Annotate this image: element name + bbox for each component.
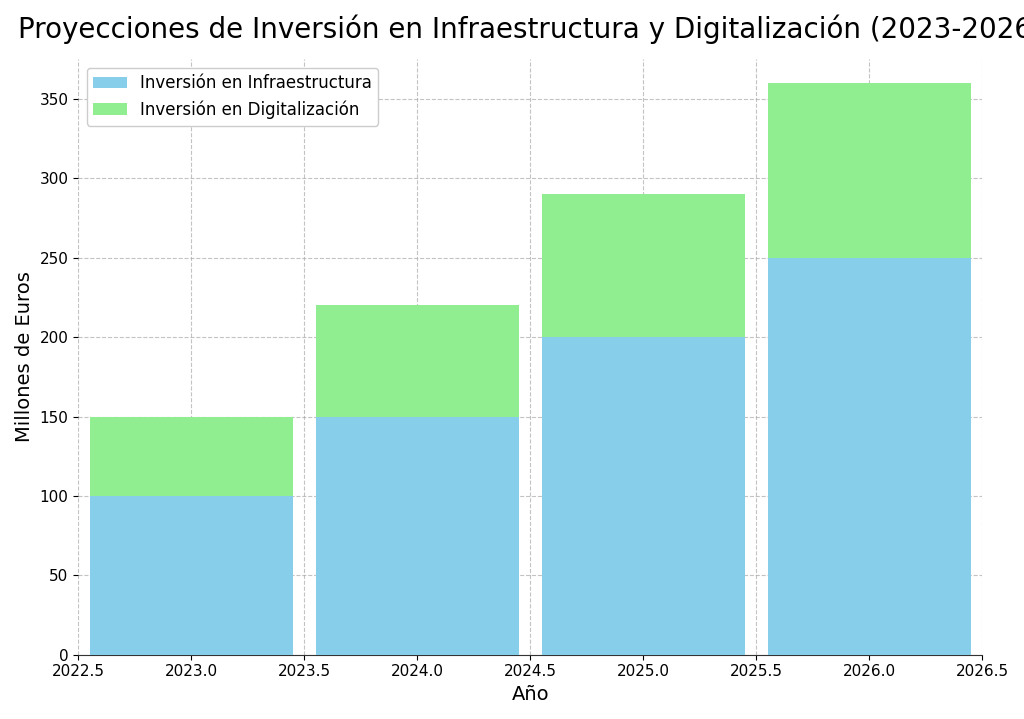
Legend: Inversión en Infraestructura, Inversión en Digitalización: Inversión en Infraestructura, Inversión … (87, 68, 379, 126)
Bar (89, 496, 293, 655)
Bar (768, 258, 971, 655)
Y-axis label: Millones de Euros: Millones de Euros (15, 272, 34, 442)
X-axis label: Año: Año (512, 685, 549, 704)
Bar (542, 194, 745, 337)
Bar (89, 416, 293, 496)
Bar (315, 416, 519, 655)
Bar (315, 306, 519, 416)
Bar (768, 83, 971, 258)
Title: Proyecciones de Inversión en Infraestructura y Digitalización (2023-2026): Proyecciones de Inversión en Infraestruc… (18, 15, 1024, 45)
Bar (542, 337, 745, 655)
